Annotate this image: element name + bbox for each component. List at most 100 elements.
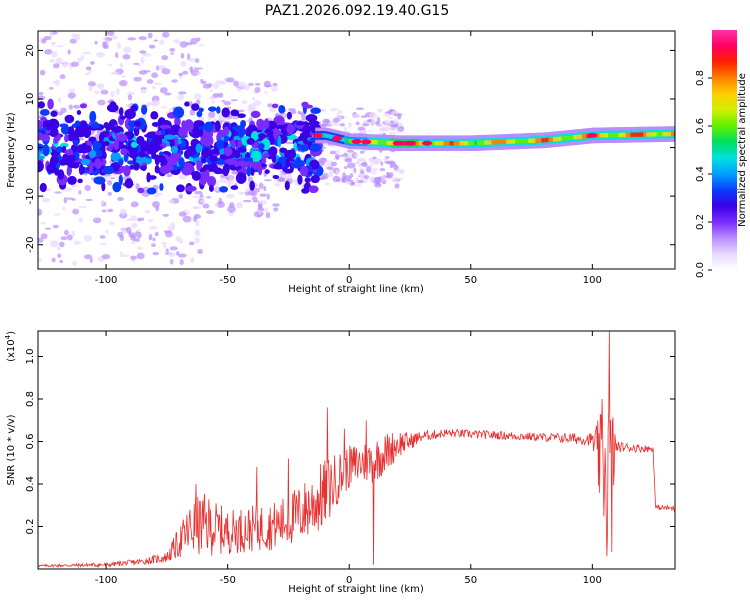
spectrogram-blob xyxy=(115,133,128,142)
spectrogram-blob xyxy=(227,205,236,213)
spectrogram-blob xyxy=(118,80,128,87)
spectrogram-blob xyxy=(165,248,169,253)
spectrogram-blob xyxy=(64,114,75,124)
spectrogram-blob xyxy=(247,103,257,111)
spectrogram-peak xyxy=(392,140,403,146)
spectrogram-blob xyxy=(218,197,223,205)
y-tick-label: 0.4 xyxy=(25,476,36,492)
spectrogram-blob xyxy=(205,168,210,179)
spectrogram-blob xyxy=(278,105,286,114)
spectrogram-blob xyxy=(74,33,81,41)
spectrogram-blob xyxy=(384,119,391,126)
spectrogram-blob xyxy=(339,123,345,127)
spectrogram-blob xyxy=(288,108,296,112)
spectrogram-blob xyxy=(375,181,381,186)
x-tick-label: 50 xyxy=(464,575,477,586)
spectrogram-blob xyxy=(346,179,354,182)
spectrogram-blob xyxy=(325,124,333,127)
spectrogram-blob xyxy=(273,207,279,212)
colorbar-gradient xyxy=(712,30,737,270)
spectrogram-blob xyxy=(258,182,264,190)
spectrogram-blob xyxy=(68,126,75,138)
spectrogram-blob xyxy=(51,41,57,45)
spectrogram-blob xyxy=(327,172,333,178)
spectrogram-blob xyxy=(211,100,216,104)
spectrogram-blob xyxy=(131,222,138,229)
spectrogram-blob xyxy=(237,109,245,112)
spectrogram-blob xyxy=(284,149,297,159)
spectrogram-blob xyxy=(360,130,365,134)
spectrogram-blob xyxy=(190,37,198,45)
spectrogram-blob xyxy=(343,166,348,170)
spectrogram-blob xyxy=(122,46,132,54)
spectrogram-blob xyxy=(274,182,281,187)
spectrogram-blob xyxy=(60,107,67,114)
spectrogram-blob xyxy=(151,200,160,208)
spectrogram-blob xyxy=(119,166,128,173)
spectrogram-blob xyxy=(300,114,306,119)
spectrogram-blob xyxy=(241,163,246,174)
spectrogram-blob xyxy=(387,160,395,165)
spectrogram-blob xyxy=(148,175,157,180)
spectrogram-blob xyxy=(178,238,184,244)
figure-title: PAZ1.2026.092.19.40.G15 xyxy=(265,3,450,19)
spectrogram-blob xyxy=(161,55,169,61)
spectrogram-blob xyxy=(161,68,171,75)
spectrogram-blob xyxy=(360,169,365,174)
spectrogram-blob xyxy=(73,139,79,147)
spectrogram-blob xyxy=(154,231,159,237)
spectrogram-blob xyxy=(216,139,224,150)
spectrogram-blob xyxy=(369,176,376,183)
spectrogram-peak xyxy=(587,132,598,138)
spectrogram-peak xyxy=(422,140,433,146)
spectrogram-blob xyxy=(154,194,159,198)
spectrogram-blob xyxy=(285,158,291,168)
spectrogram-blob xyxy=(205,210,215,215)
x-tick-label: 100 xyxy=(583,275,602,286)
spectrogram-blob xyxy=(345,180,352,185)
spectrogram-blob xyxy=(38,91,44,96)
spectrogram-blob xyxy=(154,165,160,174)
spectrogram-blob xyxy=(137,246,143,250)
spectrogram-blob xyxy=(326,160,333,163)
spectrogram-blob xyxy=(162,31,170,38)
spectrogram-blob xyxy=(151,72,159,79)
spectrogram-blob xyxy=(344,157,353,163)
spectrogram-blob xyxy=(252,199,260,203)
spectrogram-blob xyxy=(94,41,98,45)
spectrogram-blob xyxy=(64,229,69,236)
spectrogram-blob xyxy=(130,141,138,148)
spectrogram-blob xyxy=(159,39,165,45)
spectrogram-blob xyxy=(263,179,273,182)
spectrogram-blob xyxy=(193,213,201,219)
spectrogram-blob xyxy=(228,177,235,185)
spectrogram-blob xyxy=(89,257,93,263)
spectrogram-blob xyxy=(162,213,169,217)
spectrogram-blob xyxy=(124,178,134,189)
spectrogram-blob xyxy=(276,176,285,183)
spectrogram-blob xyxy=(264,85,273,88)
spectrogram-blob xyxy=(268,146,278,157)
x-tick-label: 50 xyxy=(464,275,477,286)
spectrogram-blob xyxy=(324,118,329,123)
y-tick-label: 20 xyxy=(25,44,36,57)
spectrogram-blob xyxy=(189,66,193,73)
spectrogram-blob xyxy=(356,107,364,111)
spectrogram-blob xyxy=(368,157,375,163)
spectrogram-blob xyxy=(80,54,85,61)
spectrogram-blob xyxy=(169,47,176,53)
spectrogram-blob xyxy=(63,187,73,192)
spectrogram-blob xyxy=(89,148,97,158)
spectrogram-blob xyxy=(209,89,213,92)
spectrogram-blob xyxy=(140,56,145,64)
spectrogram-blob xyxy=(224,163,230,174)
spectrogram-blob xyxy=(262,152,270,159)
spectrogram-blob xyxy=(363,129,367,136)
spectrogram-blob xyxy=(168,155,180,164)
spectrogram-blob xyxy=(389,124,398,128)
spectrogram-blob xyxy=(259,193,267,197)
spectrogram-blob xyxy=(179,259,184,266)
spectrogram-blob xyxy=(89,60,95,65)
spectrogram-blob xyxy=(272,174,280,180)
spectrogram-blob xyxy=(56,45,65,48)
